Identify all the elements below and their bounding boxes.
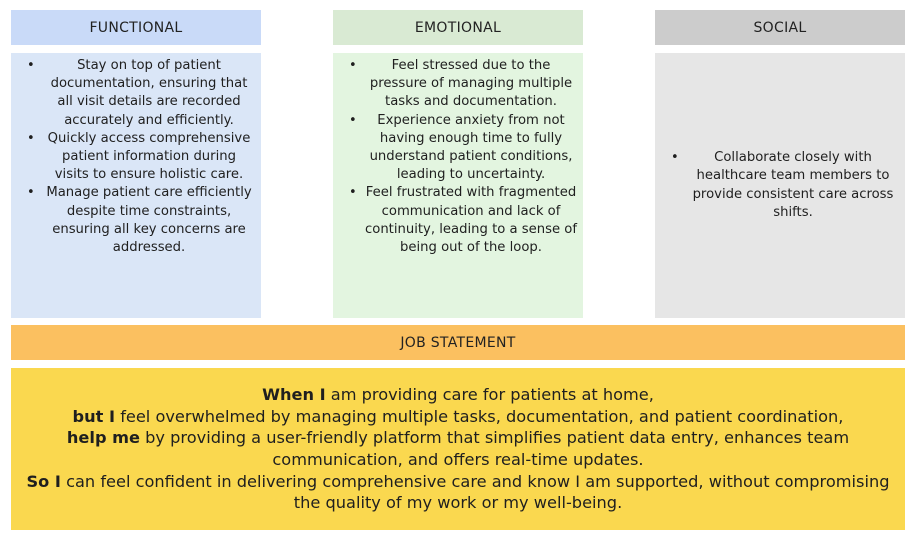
job-statement-header: JOB STATEMENT <box>11 325 905 360</box>
social-item: Collaborate closely with healthcare team… <box>661 149 899 222</box>
emotional-list: Feel stressed due to the pressure of man… <box>339 57 577 257</box>
social-panel: Collaborate closely with healthcare team… <box>655 53 905 318</box>
emotional-header: EMOTIONAL <box>333 10 583 45</box>
functional-list: Stay on top of patient documentation, en… <box>17 57 255 257</box>
emotional-item: Feel frustrated with fragmented communic… <box>339 184 577 257</box>
when-text: am providing care for patients at home, <box>325 385 654 405</box>
functional-header: FUNCTIONAL <box>11 10 261 45</box>
so-line: So I can feel confident in delivering co… <box>19 471 897 514</box>
functional-panel: Stay on top of patient documentation, en… <box>11 53 261 318</box>
functional-item: Manage patient care efficiently despite … <box>17 184 255 257</box>
emotional-item: Feel stressed due to the pressure of man… <box>339 57 577 112</box>
emotional-item: Experience anxiety from not having enoug… <box>339 112 577 185</box>
help-keyword: help me <box>66 428 141 448</box>
so-text: can feel confident in delivering compreh… <box>60 471 890 513</box>
but-keyword: but I <box>72 406 116 426</box>
help-line: help me by providing a user-friendly pla… <box>19 427 897 470</box>
functional-item: Quickly access comprehensive patient inf… <box>17 130 255 185</box>
but-line: but I feel overwhelmed by managing multi… <box>73 406 844 428</box>
social-header: SOCIAL <box>655 10 905 45</box>
functional-item: Stay on top of patient documentation, en… <box>17 57 255 130</box>
job-statement-body: When I am providing care for patients at… <box>11 368 905 530</box>
help-text: by providing a user-friendly platform th… <box>140 428 850 469</box>
when-keyword: When I <box>262 385 326 405</box>
when-line: When I am providing care for patients at… <box>262 384 654 406</box>
social-list: Collaborate closely with healthcare team… <box>661 149 899 222</box>
emotional-panel: Feel stressed due to the pressure of man… <box>333 53 583 318</box>
but-text: feel overwhelmed by managing multiple ta… <box>115 406 844 426</box>
so-keyword: So I <box>26 471 61 491</box>
